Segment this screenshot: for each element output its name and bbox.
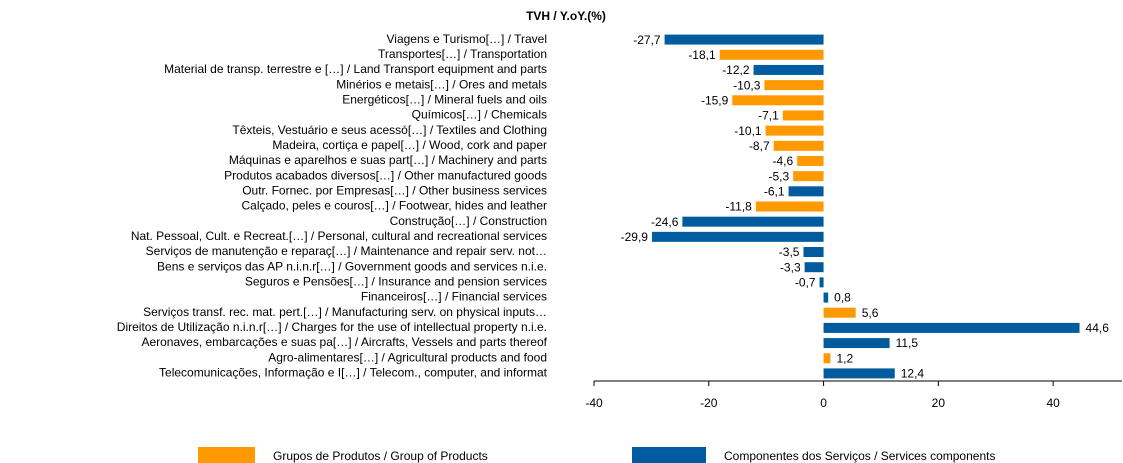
- value-label: -29,9: [621, 230, 649, 244]
- bar: [819, 277, 824, 288]
- value-label: 11,5: [896, 336, 919, 350]
- value-label: 1,2: [836, 351, 853, 365]
- bar: [793, 171, 824, 182]
- category-label: Direitos de Utilização n.i.n.r[…] / Char…: [117, 320, 547, 334]
- bar: [823, 307, 856, 318]
- bar: [664, 34, 824, 45]
- category-label: Construção[…] / Construction: [390, 214, 547, 228]
- category-label: Transportes[…] / Transportation: [378, 47, 547, 61]
- chart-title: TVH / Y.oY.(%): [526, 9, 606, 23]
- category-label: Nat. Pessoal, Cult. e Recreat.[…] / Pers…: [131, 229, 547, 243]
- legend-swatch: [632, 447, 706, 463]
- category-label: Químicos[…] / Chemicals: [412, 108, 547, 122]
- x-tick-label: 40: [1046, 396, 1060, 410]
- category-label: Serviços de manutenção e reparaç[…] / Ma…: [146, 244, 547, 258]
- category-label: Minérios e metais[…] / Ores and metals: [336, 77, 547, 91]
- x-tick-label: -20: [700, 396, 718, 410]
- value-label: -0,7: [795, 276, 816, 290]
- category-label: Serviços transf. rec. mat. pert.[…] / Ma…: [143, 305, 547, 319]
- bar: [651, 231, 824, 242]
- bar: [797, 155, 824, 166]
- value-label: -10,3: [733, 78, 761, 92]
- bar: [823, 292, 829, 303]
- value-label: 5,6: [862, 306, 879, 320]
- value-label: -24,6: [651, 215, 679, 229]
- x-tick-label: 0: [820, 396, 827, 410]
- value-label: -3,5: [779, 245, 800, 259]
- value-label: 12,4: [901, 367, 925, 381]
- bar: [804, 262, 824, 273]
- bar: [753, 64, 824, 75]
- value-label: -11,8: [725, 200, 752, 214]
- bar: [765, 125, 824, 136]
- category-label: Madeira, cortiça e papel[…] / Wood, cork…: [272, 138, 547, 152]
- category-label: Energéticos[…] / Mineral fuels and oils: [342, 92, 547, 106]
- category-label: Viagens e Turismo[…] / Travel: [386, 32, 547, 46]
- category-label: Têxteis, Vestuário e seus acessó[…] / Te…: [232, 123, 547, 137]
- bar: [823, 368, 895, 379]
- category-label: Bens e serviços das AP n.i.n.r[…] / Gove…: [157, 259, 547, 273]
- bar: [823, 338, 890, 349]
- category-label: Aeronaves, embarcações e suas pa[…] / Ai…: [141, 335, 547, 349]
- bar: [823, 353, 831, 364]
- value-label: -15,9: [701, 93, 729, 107]
- bar: [682, 216, 824, 227]
- category-label: Agro-alimentares[…] / Agricultural produ…: [268, 350, 547, 364]
- bar: [803, 247, 824, 258]
- category-label: Financeiros[…] / Financial services: [361, 290, 547, 304]
- value-label: -12,2: [722, 63, 750, 77]
- legend-swatch: [198, 447, 255, 463]
- x-tick-label: -40: [585, 396, 603, 410]
- value-label: -7,1: [758, 109, 779, 123]
- category-label: Material de transp. terrestre e […] / La…: [164, 62, 547, 76]
- category-label: Seguros e Pensões[…] / Insurance and pen…: [245, 275, 547, 289]
- value-label: -10,1: [734, 124, 762, 138]
- value-label: 44,6: [1086, 321, 1110, 335]
- legend-label: Grupos de Produtos / Group of Products: [273, 449, 488, 463]
- value-label: -5,3: [768, 169, 789, 183]
- value-label: -8,7: [749, 139, 770, 153]
- value-label: -27,7: [633, 33, 661, 47]
- value-label: -3,3: [780, 260, 801, 274]
- category-label: Calçado, peles e couros[…] / Footwear, h…: [241, 199, 547, 213]
- category-label: Produtos acabados diversos[…] / Other ma…: [224, 168, 547, 182]
- category-label: Telecomunicações, Informação e I[…] / Te…: [159, 366, 548, 380]
- x-tick-label: 20: [932, 396, 946, 410]
- category-label: Outr. Fornec. por Empresas[…] / Other bu…: [242, 183, 547, 197]
- value-label: -4,6: [772, 154, 793, 168]
- bar: [788, 186, 824, 197]
- value-label: 0,8: [834, 291, 851, 305]
- bar: [755, 201, 824, 212]
- value-label: -6,1: [764, 184, 785, 198]
- bar: [732, 95, 824, 106]
- bar: [719, 49, 824, 60]
- bar: [764, 80, 824, 91]
- legend-label: Componentes dos Serviços / Services comp…: [724, 449, 995, 463]
- bar: [823, 322, 1080, 333]
- category-label: Máquinas e aparelhos e suas part[…] / Ma…: [229, 153, 547, 167]
- bar: [782, 110, 824, 121]
- value-label: -18,1: [688, 48, 716, 62]
- bar: [773, 140, 824, 151]
